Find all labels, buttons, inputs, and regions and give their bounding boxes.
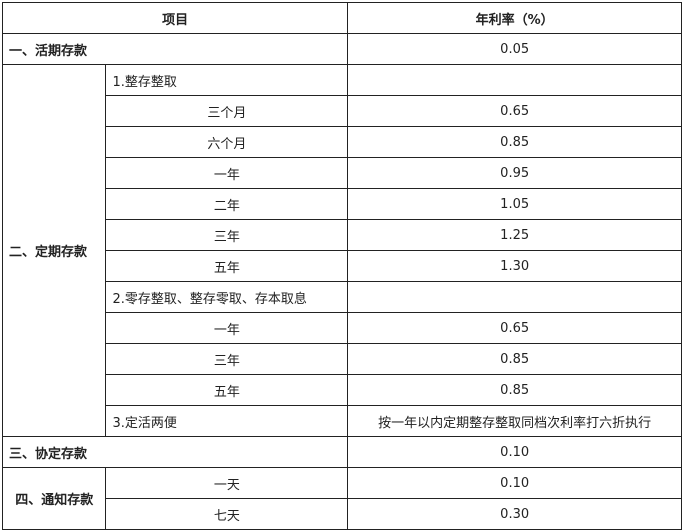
header-rate: 年利率（%） [347, 2, 682, 34]
rate-cell [347, 64, 682, 96]
term-cell: 一年 [105, 312, 349, 344]
rate-cell: 0.85 [347, 374, 682, 406]
term-cell: 五年 [105, 374, 349, 406]
rate-cell: 0.95 [347, 157, 682, 189]
term-cell: 六个月 [105, 126, 349, 158]
table-row: 一年 0.65 [3, 312, 682, 344]
rate-cell: 1.30 [347, 250, 682, 282]
rate-cell: 0.65 [347, 95, 682, 127]
term-cell: 一年 [105, 157, 349, 189]
table-row: 三年 1.25 [3, 219, 682, 251]
rate-cell: 0.85 [347, 343, 682, 375]
term-cell: 三年 [105, 343, 349, 375]
term-cell: 二年 [105, 188, 349, 220]
category-label: 四、通知存款 [1, 467, 107, 530]
rate-cell: 0.30 [347, 498, 682, 530]
table-row: 一、活期存款 0.05 [1, 33, 682, 65]
rate-cell [347, 281, 682, 313]
term-cell: 三年 [105, 219, 349, 251]
term-cell: 五年 [105, 250, 349, 282]
rate-cell: 0.65 [347, 312, 682, 344]
rate-cell: 0.10 [347, 436, 682, 468]
table-row: 三、协定存款 0.10 [1, 436, 682, 468]
table-row: 二年 1.05 [3, 188, 682, 220]
header-row: 项目 年利率（%） [1, 2, 682, 34]
table-row: 二、定期存款 1.整存整取 [1, 64, 682, 437]
term-cell: 一天 [105, 467, 349, 499]
subcategory-label: 1.整存整取 [105, 64, 349, 96]
table-row: 五年 0.85 [3, 374, 682, 406]
table-row: 五年 1.30 [3, 250, 682, 282]
term-cell: 七天 [105, 498, 349, 530]
table-row: 三个月 0.65 [3, 95, 682, 127]
table-row: 一年 0.95 [3, 157, 682, 189]
table-row: 六个月 0.85 [3, 126, 682, 158]
table-row: 七天 0.30 [3, 498, 682, 530]
rate-cell: 0.10 [347, 467, 682, 499]
rate-cell: 1.05 [347, 188, 682, 220]
table-row: 三年 0.85 [3, 343, 682, 375]
rate-cell: 1.25 [347, 219, 682, 251]
table-row: 四、通知存款 一天 0.10 [1, 467, 682, 530]
header-item: 项目 [1, 2, 349, 34]
subcategory-label: 2.零存整取、整存零取、存本取息 [105, 281, 349, 313]
category-label: 三、协定存款 [1, 436, 349, 468]
category-label: 二、定期存款 [1, 64, 107, 437]
rate-cell: 0.85 [347, 126, 682, 158]
category-label: 一、活期存款 [1, 33, 349, 65]
table-row: 2.零存整取、整存零取、存本取息 [3, 281, 682, 313]
rate-cell: 0.05 [347, 33, 682, 65]
term-cell: 三个月 [105, 95, 349, 127]
subcategory-label: 3.定活两便 [105, 405, 349, 437]
rate-cell: 按一年以内定期整存整取同档次利率打六折执行 [347, 405, 682, 437]
